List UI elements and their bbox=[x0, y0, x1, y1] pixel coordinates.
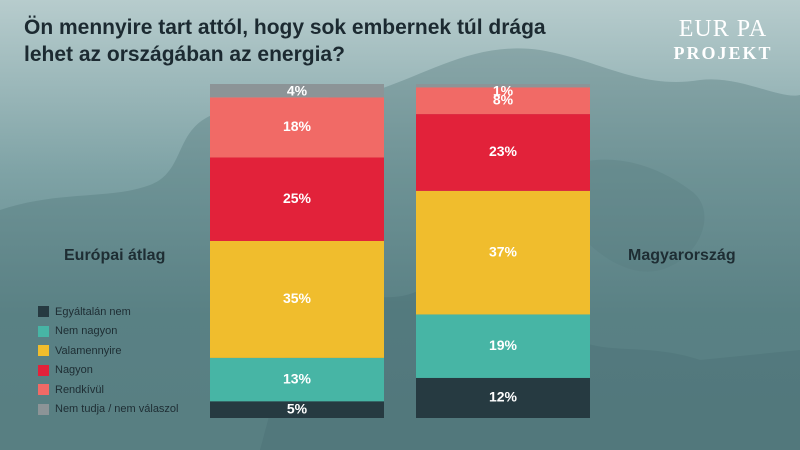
category-label-hungary: Magyarország bbox=[628, 247, 736, 264]
bar-segment bbox=[416, 377, 590, 418]
europa-projekt-logo: EUR PA PROJEKT bbox=[664, 16, 782, 70]
logo-text-bottom: PROJEKT bbox=[673, 43, 773, 63]
legend: Egyáltalán nem Nem nagyon Valamennyire N… bbox=[38, 302, 179, 419]
legend-swatch bbox=[38, 325, 49, 337]
legend-swatch bbox=[38, 384, 49, 396]
bar-segment bbox=[416, 314, 590, 378]
logo-text-top: EUR PA bbox=[678, 16, 768, 42]
bar-segment bbox=[210, 157, 384, 241]
legend-item: Valamennyire bbox=[38, 341, 179, 361]
data-label: 1% bbox=[493, 82, 514, 98]
legend-item: Rendkívül bbox=[38, 380, 179, 400]
data-label: 35% bbox=[283, 290, 312, 306]
bar-segment bbox=[210, 240, 384, 358]
data-label: 23% bbox=[489, 143, 518, 159]
legend-swatch bbox=[38, 403, 49, 415]
legend-item: Egyáltalán nem bbox=[38, 302, 179, 322]
bar-segment bbox=[416, 84, 590, 88]
bar-segment bbox=[416, 114, 590, 191]
bar-segment bbox=[416, 190, 590, 315]
legend-label: Rendkívül bbox=[55, 383, 104, 396]
bar-segment bbox=[210, 357, 384, 402]
legend-item: Nem nagyon bbox=[38, 322, 179, 342]
legend-label: Valamennyire bbox=[55, 344, 122, 357]
legend-item: Nem tudja / nem válaszol bbox=[38, 400, 179, 420]
legend-label: Nem tudja / nem válaszol bbox=[55, 403, 179, 416]
bar-segment bbox=[210, 97, 384, 158]
data-label: 5% bbox=[287, 400, 308, 416]
legend-swatch bbox=[38, 306, 49, 318]
category-label-european-average: Európai átlag bbox=[64, 247, 166, 264]
legend-swatch bbox=[38, 364, 49, 376]
chart-title: Ön mennyire tart attól, hogy sok emberne… bbox=[24, 16, 546, 66]
data-label: 8% bbox=[493, 91, 514, 107]
bar-segment bbox=[210, 84, 384, 98]
legend-label: Nem nagyon bbox=[55, 325, 118, 338]
data-label: 18% bbox=[283, 118, 312, 134]
data-label: 12% bbox=[489, 389, 518, 405]
legend-swatch bbox=[38, 345, 49, 357]
legend-label: Nagyon bbox=[55, 364, 93, 377]
bar-segment bbox=[210, 401, 384, 418]
data-label: 37% bbox=[489, 243, 518, 259]
data-label: 19% bbox=[489, 337, 518, 353]
bar-segment bbox=[416, 87, 590, 115]
data-label: 4% bbox=[287, 82, 308, 98]
data-label: 13% bbox=[283, 370, 312, 386]
data-label: 25% bbox=[283, 190, 312, 206]
legend-item: Nagyon bbox=[38, 361, 179, 381]
legend-label: Egyáltalán nem bbox=[55, 305, 131, 318]
